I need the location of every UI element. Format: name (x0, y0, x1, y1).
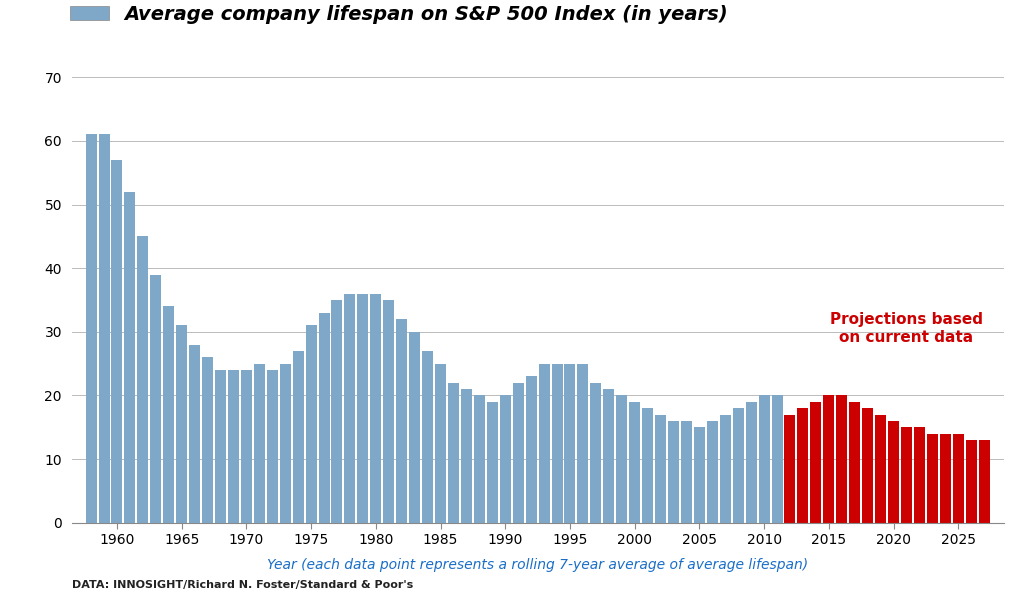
Bar (707, 421, 718, 523)
Bar (125, 192, 135, 523)
Bar (591, 383, 601, 523)
Bar (396, 319, 408, 523)
Bar (552, 364, 562, 523)
Bar (603, 389, 614, 523)
Bar (771, 396, 782, 523)
Bar (681, 421, 692, 523)
Bar (486, 402, 498, 523)
Bar (837, 396, 847, 523)
Bar (745, 402, 757, 523)
Bar (733, 408, 743, 523)
Bar (913, 427, 925, 523)
Bar (137, 236, 148, 523)
Bar (966, 440, 977, 523)
Bar (293, 351, 304, 523)
Bar (952, 434, 964, 523)
Bar (927, 434, 938, 523)
Bar (578, 364, 589, 523)
Bar (241, 370, 252, 523)
Bar (849, 402, 860, 523)
Bar (784, 415, 796, 523)
Bar (655, 415, 666, 523)
Bar (254, 364, 265, 523)
Bar (332, 300, 342, 523)
Bar (888, 421, 899, 523)
Text: DATA: INNOSIGHT/Richard N. Foster/Standard & Poor's: DATA: INNOSIGHT/Richard N. Foster/Standa… (72, 580, 413, 590)
Bar (371, 293, 381, 523)
Bar (280, 364, 291, 523)
Bar (876, 415, 886, 523)
Legend: Average company lifespan on S&P 500 Index (in years): Average company lifespan on S&P 500 Inde… (62, 0, 736, 31)
Bar (513, 383, 523, 523)
Bar (202, 357, 213, 523)
Bar (435, 364, 446, 523)
Bar (86, 134, 96, 523)
Bar (940, 434, 950, 523)
Bar (694, 427, 705, 523)
Bar (642, 408, 653, 523)
Bar (539, 364, 550, 523)
Bar (823, 396, 835, 523)
Bar (798, 408, 808, 523)
Bar (500, 396, 511, 523)
Bar (979, 440, 989, 523)
Bar (668, 421, 679, 523)
Bar (720, 415, 731, 523)
Bar (461, 389, 472, 523)
Bar (862, 408, 873, 523)
Bar (474, 396, 484, 523)
Bar (901, 427, 912, 523)
Bar (564, 364, 575, 523)
Bar (176, 326, 187, 523)
Bar (629, 402, 640, 523)
Bar (318, 312, 330, 523)
Bar (163, 307, 174, 523)
X-axis label: Year (each data point represents a rolling 7-year average of average lifespan): Year (each data point represents a rolli… (267, 558, 808, 572)
Bar (112, 160, 123, 523)
Bar (228, 370, 239, 523)
Bar (422, 351, 433, 523)
Bar (759, 396, 770, 523)
Bar (215, 370, 226, 523)
Bar (305, 326, 316, 523)
Bar (344, 293, 355, 523)
Bar (383, 300, 394, 523)
Bar (267, 370, 278, 523)
Text: Projections based
on current data: Projections based on current data (830, 312, 983, 345)
Bar (189, 345, 200, 523)
Bar (447, 383, 459, 523)
Bar (151, 274, 162, 523)
Bar (525, 377, 537, 523)
Bar (616, 396, 628, 523)
Bar (810, 402, 821, 523)
Bar (98, 134, 110, 523)
Bar (357, 293, 369, 523)
Bar (410, 332, 420, 523)
